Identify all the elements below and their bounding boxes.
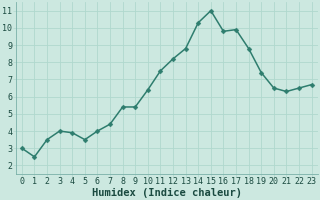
- X-axis label: Humidex (Indice chaleur): Humidex (Indice chaleur): [92, 188, 242, 198]
